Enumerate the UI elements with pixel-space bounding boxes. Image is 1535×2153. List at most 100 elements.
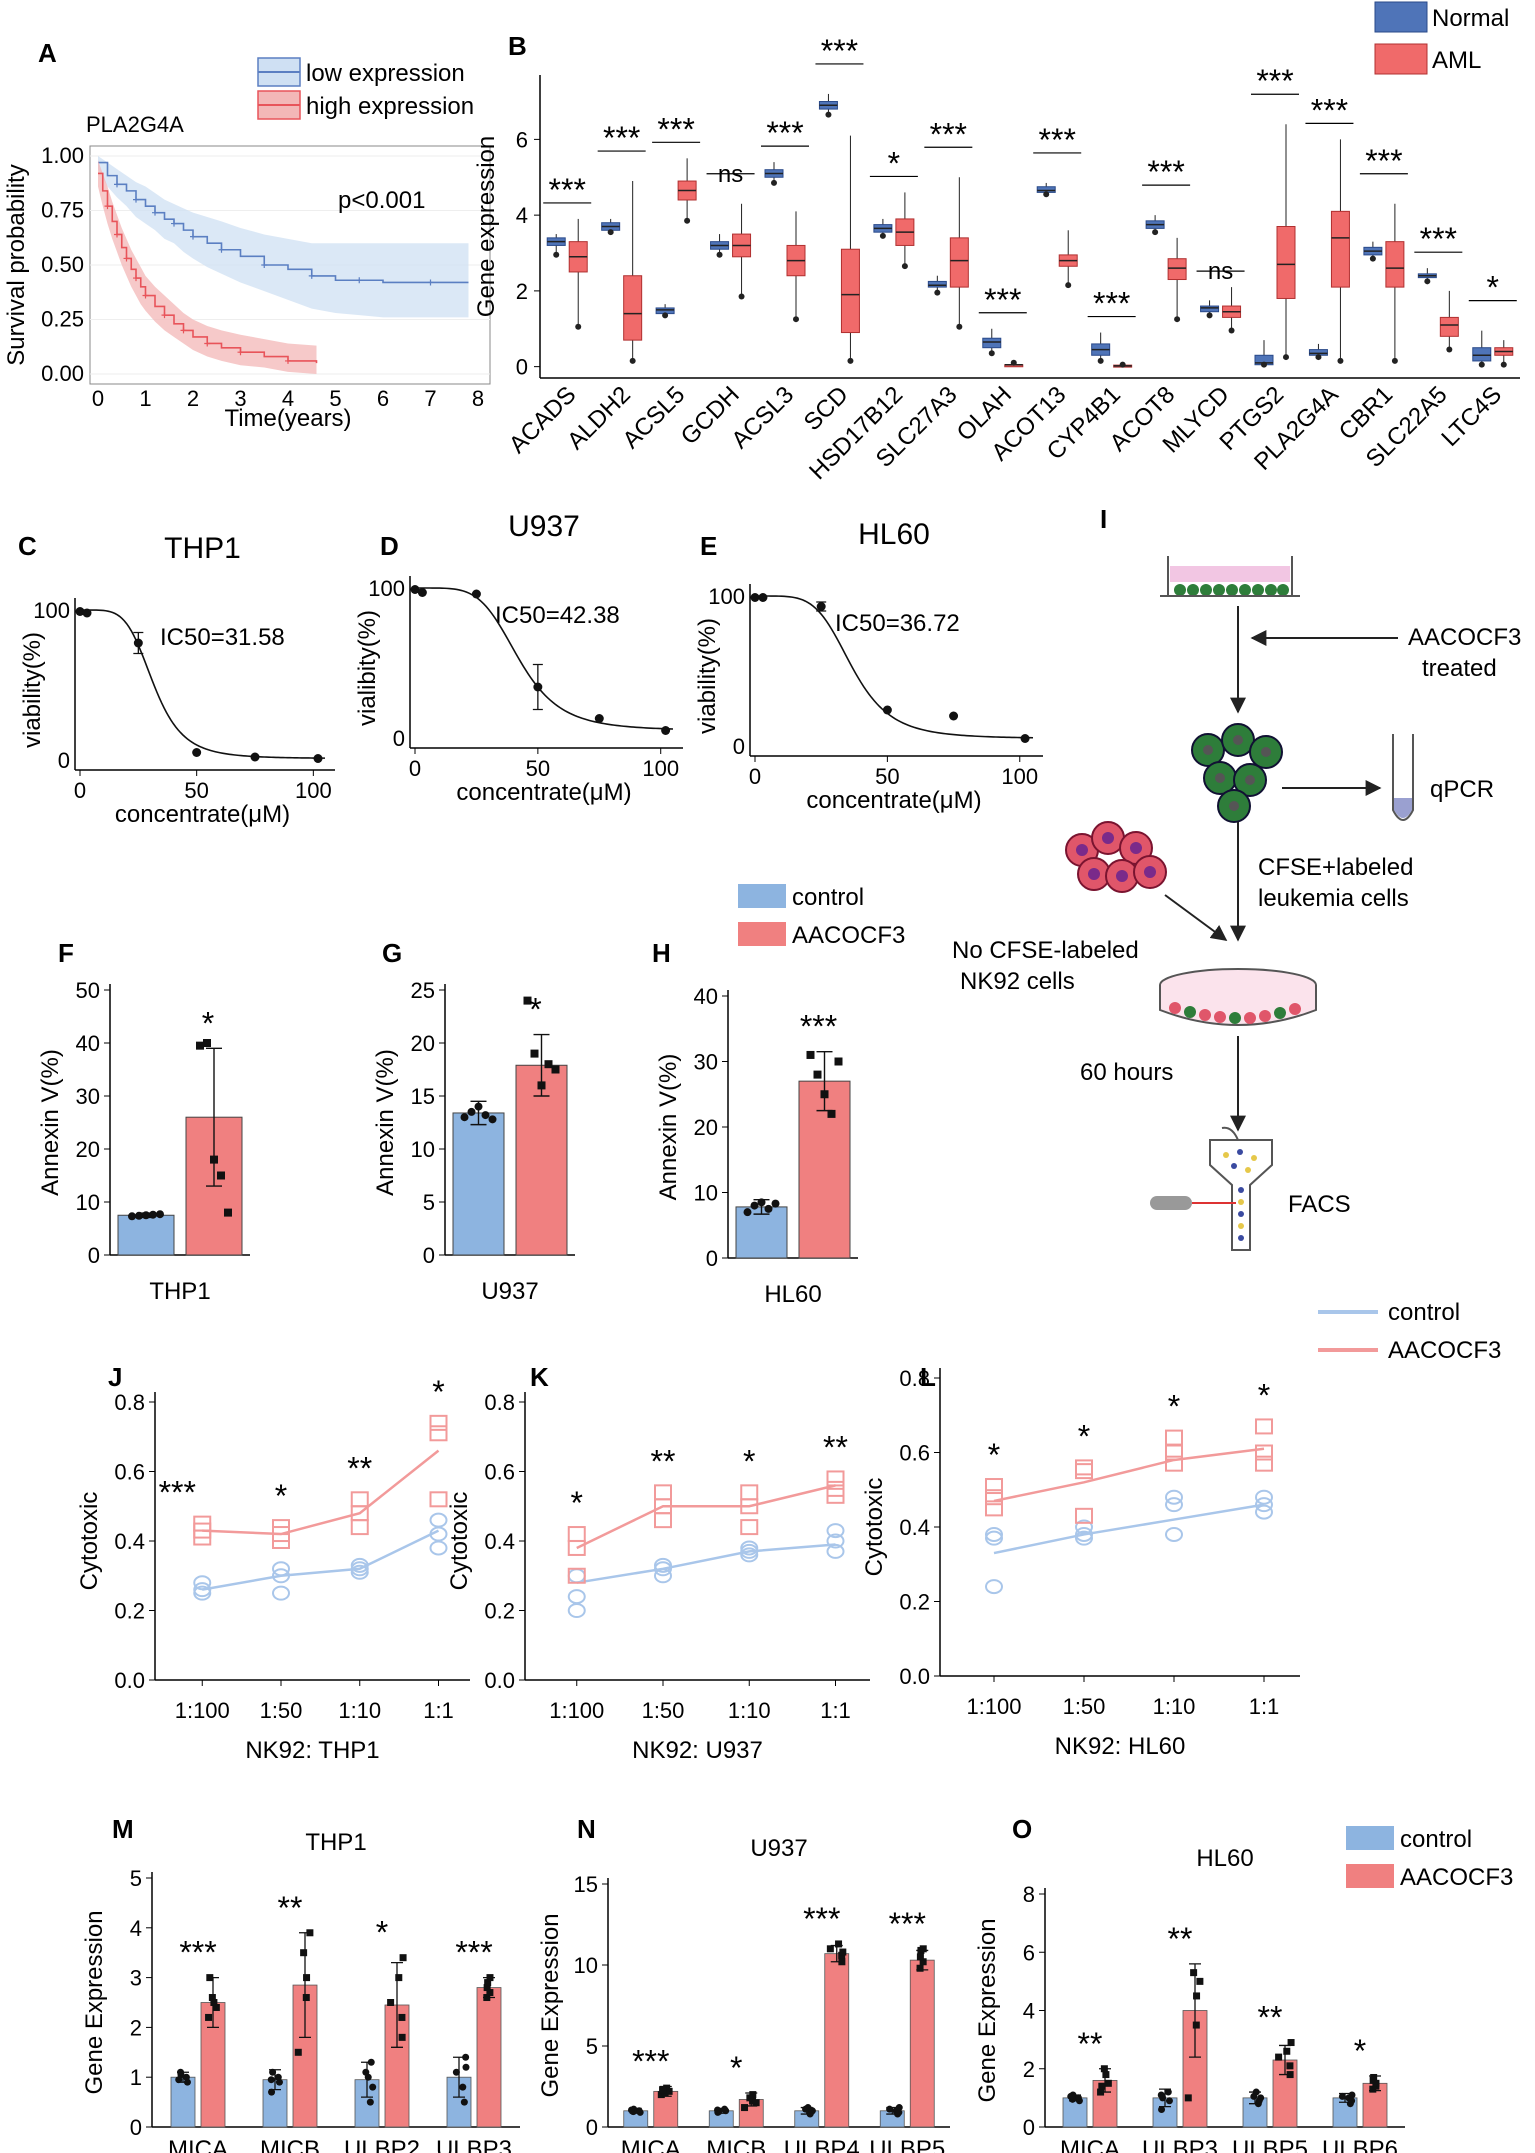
aml-outlier [793,316,799,323]
legend-label: AACOCF3 [1388,1337,1501,1364]
data-point [551,1065,560,1074]
data-point [654,1512,672,1529]
significance-mark: *** [800,1009,837,1045]
data-point [203,1039,211,1047]
legend-swatch [1374,1,1428,33]
data-point [985,1500,1003,1517]
censor-mark [308,272,315,279]
aml-outlier [738,293,745,300]
data-point [483,1994,491,2002]
data-point [452,2068,460,2076]
normal-outlier [1315,354,1322,361]
data-point [193,1582,212,1598]
significance-mark: ** [278,1890,303,1926]
control-line [202,1529,440,1591]
data-point [1348,2097,1356,2105]
data-point [483,1984,491,1992]
data-point [1348,2091,1356,2099]
chart-title: U937 [750,1835,807,1862]
y-tick-label: 1 [130,2065,142,2090]
y-axis-label: viability(%) [694,618,721,734]
data-point [1020,734,1030,743]
data-point [387,1999,395,2006]
data-point [838,1958,846,1966]
data-point [135,1211,143,1220]
panel-label-C: C [18,531,37,561]
data-point [398,2033,406,2041]
y-tick-label: 0 [423,1243,435,1268]
significance-mark: * [1078,1418,1090,1454]
normal-outlier [1152,229,1159,236]
significance-mark: ** [651,1443,676,1479]
data-point [752,2099,760,2107]
laser-icon [1150,1196,1236,1210]
data-point [488,1115,497,1124]
annexin-chart-hl60: 0 10 20 30 40 HL60 Annexin V(%) *** [655,984,858,1308]
significance-mark: *** [549,172,586,208]
legend-label: AML [1432,47,1481,74]
ligand-expression-chart-hl60: HL60 0 2 4 6 8 Gene Expression MICA ** ULBP3 ** ULB… [974,1845,1405,2153]
data-point [750,593,760,602]
y-tick-label: 3 [130,1966,142,1991]
significance-mark: *** [179,1935,216,1971]
legend-label: high expression [306,93,474,120]
x-axis-label: NK92: HL60 [1055,1733,1186,1760]
data-point [267,2076,275,2084]
y-tick-label: 20 [411,1031,435,1056]
data-point [659,2086,667,2094]
data-point [827,1109,836,1118]
data-point [1338,2092,1346,2100]
bar-control [452,1112,505,1256]
y-tick-label: 40 [76,1031,100,1056]
legend-label: AACOCF3 [792,922,905,949]
data-point [985,1526,1003,1542]
significance-mark: ** [1168,1921,1193,1957]
y-tick-label: 50 [76,978,100,1003]
data-point [985,1579,1003,1595]
data-point [826,1523,845,1539]
y-axis-label: Gene expression [473,136,500,317]
data-point [721,2105,729,2113]
y-tick-label: 0 [1023,2115,1035,2140]
y-tick-label: 0.8 [484,1390,515,1415]
data-point [839,1948,847,1956]
panel-label-F: F [58,938,74,968]
x-tick-label: 5 [329,386,341,411]
censor-mark [152,209,158,216]
panel-label-O: O [1012,1814,1032,1844]
data-point [429,1414,448,1431]
bar-treated [824,1953,850,2128]
data-point [567,1526,586,1543]
significance-mark: * [743,1443,755,1479]
significance-mark: *** [889,1906,926,1942]
data-point [1157,2091,1165,2099]
data-point [985,1489,1003,1506]
data-point [1067,2092,1075,2100]
x-tick-label: 1:50 [260,1698,303,1723]
category-label: ACSL3 [726,381,799,454]
censor-mark [190,233,196,240]
data-point [471,589,481,599]
data-point [826,1470,845,1487]
ligand-expression-chart-thp1: THP1 0 1 2 3 4 5 Gene Expression MICA *** MICB ** UL… [81,1829,520,2153]
x-axis-label: NK92: U937 [632,1737,763,1764]
censor-mark [356,277,363,284]
data-point [306,1929,314,1937]
data-point [1255,1489,1273,1505]
data-point [1255,1455,1273,1472]
cytotoxic-chart-thp1: 0.0 0.2 0.4 0.6 0.8 Cytotoxic 1:100 1:50 1:10 1:1… [76,1374,470,1764]
data-point [210,1999,218,2006]
x-tick-label: 100 [1001,764,1038,789]
censor-mark [261,262,268,268]
panel-label-I: I [1100,504,1107,534]
data-point [1165,1455,1183,1472]
aml-box [1385,241,1405,288]
bar-control [170,2076,196,2128]
censor-mark [133,196,139,203]
legend-swatch [1346,1826,1394,1850]
data-point [826,1533,845,1549]
data-point [294,2048,302,2056]
data-point [398,2013,406,2021]
y-axis-label: Gene Expression [81,1910,108,2094]
data-point [366,2098,374,2106]
